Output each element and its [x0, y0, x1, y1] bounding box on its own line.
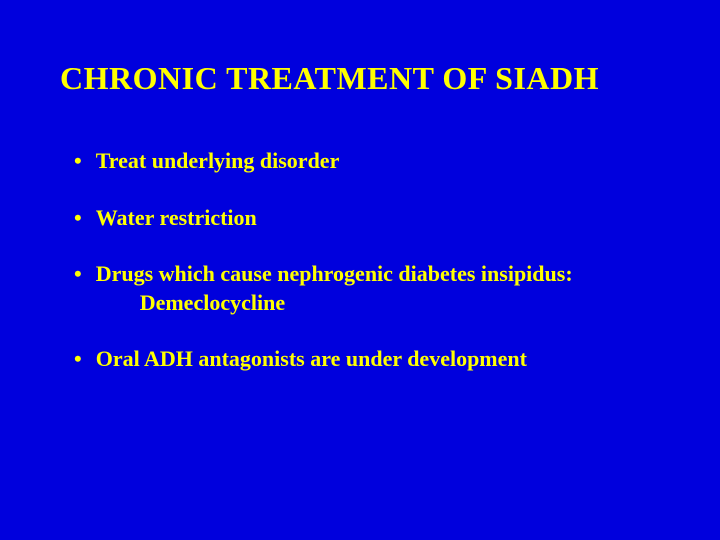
- bullet-marker: •: [74, 147, 82, 176]
- bullet-text: Treat underlying disorder: [96, 147, 340, 176]
- bullet-main-text: Drugs which cause nephrogenic diabetes i…: [96, 261, 573, 286]
- bullet-marker: •: [74, 345, 82, 374]
- bullet-text: Water restriction: [96, 204, 257, 233]
- slide-title: CHRONIC TREATMENT OF SIADH: [60, 60, 660, 97]
- bullet-item: • Water restriction: [60, 204, 660, 233]
- bullet-marker: •: [74, 260, 82, 289]
- bullet-sub-text: Demeclocycline: [140, 289, 573, 318]
- bullet-item: • Treat underlying disorder: [60, 147, 660, 176]
- bullet-item: • Oral ADH antagonists are under develop…: [60, 345, 660, 374]
- bullet-text: Drugs which cause nephrogenic diabetes i…: [96, 260, 573, 317]
- bullet-item: • Drugs which cause nephrogenic diabetes…: [60, 260, 660, 317]
- slide-container: CHRONIC TREATMENT OF SIADH • Treat under…: [0, 0, 720, 540]
- bullet-marker: •: [74, 204, 82, 233]
- bullet-text: Oral ADH antagonists are under developme…: [96, 345, 527, 374]
